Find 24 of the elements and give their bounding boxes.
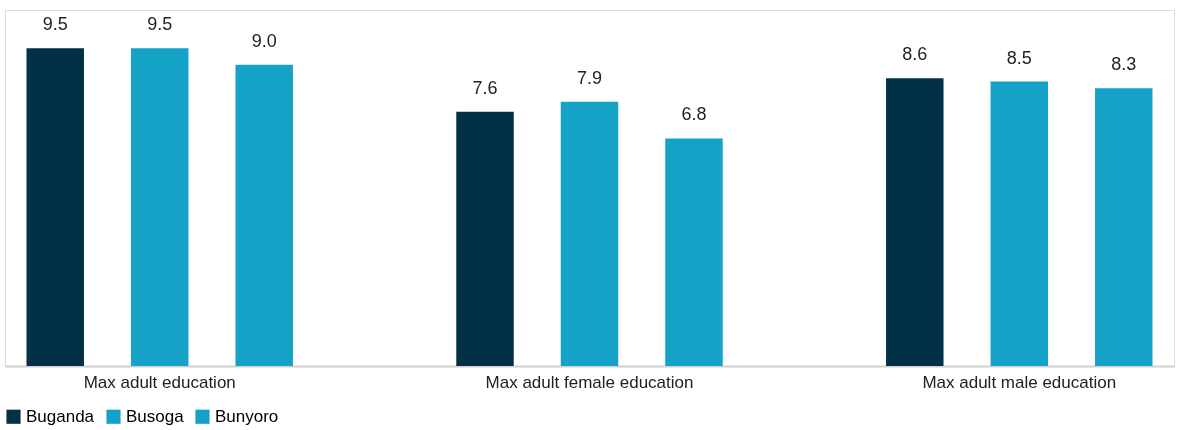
bar — [235, 64, 293, 366]
data-label: 6.8 — [681, 104, 707, 125]
legend-label: Buganda — [26, 406, 95, 426]
data-label: 9.5 — [147, 14, 173, 35]
legend-label: Busoga — [126, 406, 185, 426]
data-label: 9.5 — [42, 14, 68, 35]
bar — [26, 48, 84, 366]
bar — [886, 78, 944, 366]
x-tick-label: Max adult female education — [485, 372, 694, 392]
x-tick-label: Max adult education — [83, 372, 236, 392]
bar — [130, 48, 189, 366]
bar — [1095, 88, 1153, 366]
data-label: 9.0 — [251, 30, 277, 51]
data-label: 8.5 — [1006, 47, 1032, 68]
data-label: 8.6 — [902, 44, 928, 65]
x-tick-label: Max adult male education — [922, 372, 1117, 392]
data-label: 8.3 — [1111, 54, 1137, 75]
bar — [990, 81, 1049, 366]
data-label: 7.6 — [472, 77, 498, 98]
data-label: 7.9 — [576, 67, 603, 88]
bar — [560, 101, 619, 366]
bar — [456, 111, 514, 366]
legend-label: Bunyoro — [215, 406, 279, 426]
bar — [665, 138, 723, 366]
